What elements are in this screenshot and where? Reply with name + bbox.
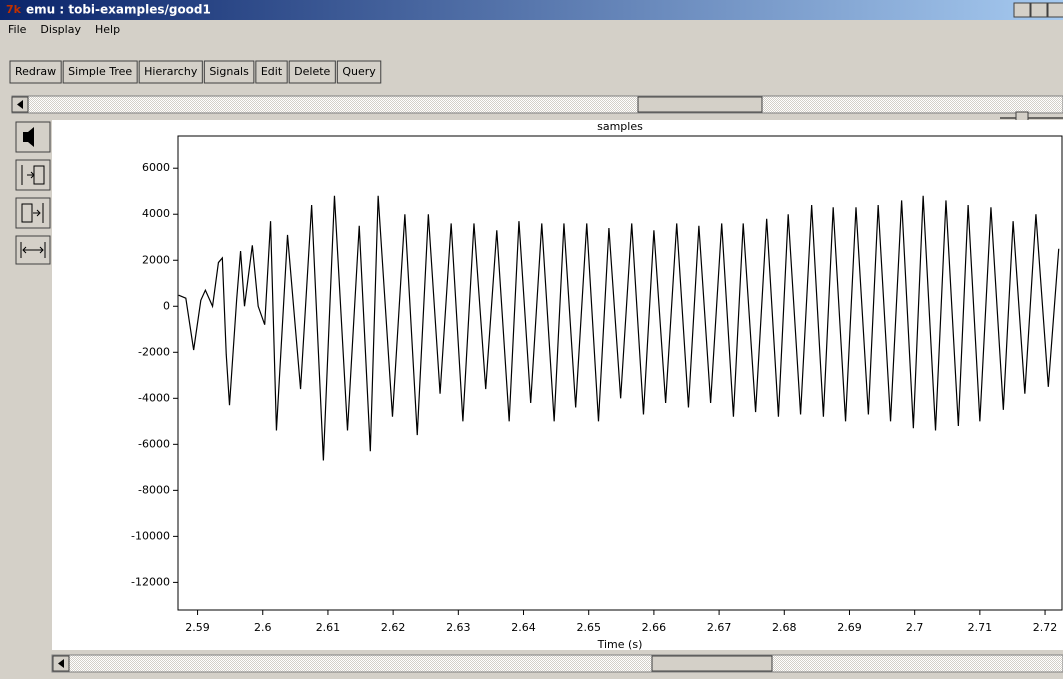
button-face[interactable] <box>255 60 288 84</box>
button-label[interactable]: Redraw <box>15 65 56 78</box>
y-tick-label: 4000 <box>142 207 170 220</box>
button-label[interactable]: Delete <box>294 65 330 78</box>
scroll-thumb[interactable] <box>637 96 763 113</box>
toolbar-button[interactable]: Redraw <box>9 60 62 84</box>
x-tick-label: 2.6 <box>254 621 272 634</box>
x-tick-label: 2.65 <box>576 621 601 634</box>
zoom-fit-icon <box>20 242 46 258</box>
y-tick-label: 6000 <box>142 161 170 174</box>
x-tick-label: 2.64 <box>511 621 536 634</box>
x-axis-label: Time (s) <box>597 638 643 651</box>
button-label[interactable]: Hierarchy <box>144 65 198 78</box>
y-tick-label: 2000 <box>142 253 170 266</box>
toolbar-button[interactable]: Edit <box>255 60 288 84</box>
button-face[interactable] <box>203 60 255 84</box>
chart-title: samples <box>597 120 643 133</box>
x-tick-label: 2.72 <box>1033 621 1058 634</box>
plot-frame <box>177 135 1063 611</box>
button-face[interactable] <box>336 60 382 84</box>
waveform <box>178 195 1060 461</box>
title-bar <box>0 0 1063 20</box>
plot-panel <box>52 120 1063 650</box>
speaker-icon <box>23 127 34 147</box>
y-tick-label: -6000 <box>138 437 170 450</box>
y-tick-label: 0 <box>163 299 170 312</box>
toolbar-button[interactable]: Query <box>336 60 382 84</box>
x-tick-label: 2.62 <box>381 621 406 634</box>
menu-item[interactable]: File <box>8 23 27 36</box>
y-tick-label: -2000 <box>138 345 170 358</box>
button-face[interactable] <box>288 60 336 84</box>
button-label[interactable]: Signals <box>209 65 249 78</box>
x-tick-label: 2.61 <box>316 621 341 634</box>
toolbar-button[interactable]: Hierarchy <box>138 60 203 84</box>
bottom-scrollbar[interactable] <box>51 654 1063 673</box>
mark-right-icon <box>21 203 44 223</box>
button-face[interactable] <box>9 60 62 84</box>
x-tick-label: 2.66 <box>642 621 667 634</box>
x-tick-label: 2.63 <box>446 621 471 634</box>
button-label[interactable]: Edit <box>261 65 283 78</box>
scroll-thumb[interactable] <box>651 655 773 672</box>
side-tools <box>15 121 51 265</box>
x-tick-label: 2.68 <box>772 621 797 634</box>
button-label[interactable]: Simple Tree <box>68 65 132 78</box>
x-tick-label: 2.69 <box>837 621 862 634</box>
app-icon: 7k <box>6 3 22 16</box>
window-title: emu : tobi-examples/good1 <box>26 3 211 17</box>
x-tick-label: 2.7 <box>906 621 924 634</box>
button-label[interactable]: Query <box>342 65 376 78</box>
menu-item[interactable]: Help <box>95 23 120 36</box>
arrow-icon <box>17 100 23 109</box>
y-tick-label: -8000 <box>138 483 170 496</box>
button-face[interactable] <box>138 60 203 84</box>
menu-bar: File Display Help <box>8 23 120 36</box>
x-tick-label: 2.59 <box>185 621 210 634</box>
x-tick-label: 2.67 <box>707 621 732 634</box>
toolbar-button[interactable]: Simple Tree <box>62 60 138 84</box>
x-tick-label: 2.71 <box>968 621 993 634</box>
h-scrollbar[interactable] <box>11 95 1063 114</box>
arrow-icon <box>58 659 64 668</box>
button-face[interactable] <box>62 60 138 84</box>
toolbar: Redraw Simple Tree Hierarchy Signals Edit Del… <box>9 60 382 84</box>
y-tick-label: -12000 <box>131 575 170 588</box>
toolbar-button[interactable]: Signals <box>203 60 255 84</box>
menu-item[interactable]: Display <box>40 23 81 36</box>
y-tick-label: -4000 <box>138 391 170 404</box>
toolbar-button[interactable]: Delete <box>288 60 336 84</box>
mark-left-icon <box>21 165 45 185</box>
y-tick-label: -10000 <box>131 529 170 542</box>
window-controls[interactable] <box>1013 2 1063 18</box>
chart: samples Time (s) -12000 -10000 -8000 -6000 -… <box>131 120 1063 651</box>
